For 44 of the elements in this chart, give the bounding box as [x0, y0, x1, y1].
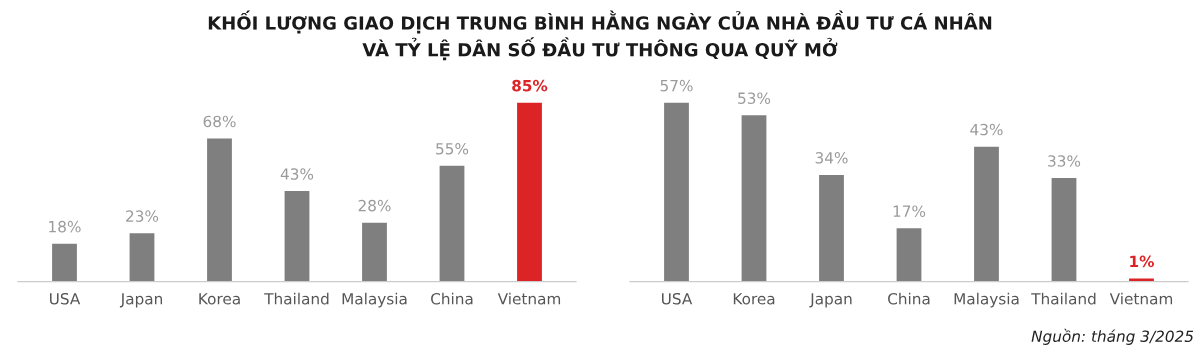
bar: [439, 165, 465, 282]
bar: [517, 102, 542, 282]
data-label: 23%: [126, 210, 159, 222]
text: Nguồn: tháng 3/2025: [1031, 328, 1194, 345]
bar: [1051, 178, 1077, 282]
bar: [362, 222, 387, 282]
data-label: 1%: [1130, 255, 1154, 268]
bar: [52, 243, 77, 282]
bar: [741, 115, 767, 282]
x-tick-label: Malaysia: [342, 292, 407, 308]
bar: [896, 228, 922, 282]
data-label: 85%: [512, 79, 548, 92]
x-tick-label: Japan: [119, 293, 163, 308]
bar: [284, 191, 310, 282]
bar: [819, 174, 844, 282]
data-label: 28%: [358, 199, 391, 212]
data-label: 53%: [738, 92, 771, 104]
bar: [129, 233, 155, 282]
data-label: 68%: [203, 115, 236, 128]
x-tick-label: USA: [50, 292, 81, 305]
bar: [1129, 278, 1154, 282]
x-tick-label: Japan: [809, 293, 852, 308]
data-label: 43%: [280, 168, 314, 180]
x-tick-label: Thailand: [1031, 292, 1096, 305]
chart-title: KHỐI LƯỢNG GIAO DỊCH TRUNG BÌNH HẰNG NGÀY CỦA NHÀ ĐẦU TƯ CÁ NHÂN VÀ TỶ LỆ DÂN SỐ ĐẦU TƯ THÔNG QUA QUỸ MỞ: [208, 10, 992, 61]
x-tick-label: USA: [662, 292, 693, 305]
x-tick-label: Korea: [733, 293, 775, 305]
bar: [207, 138, 232, 282]
x-tick-label: China: [888, 292, 930, 305]
data-label: 43%: [970, 123, 1003, 136]
x-tick-label: Vietnam: [497, 292, 561, 305]
data-label: 57%: [660, 79, 693, 92]
x-tick-label: Thailand: [264, 292, 329, 305]
data-label: 17%: [893, 205, 926, 217]
bar: [664, 102, 689, 282]
data-label: 18%: [49, 220, 81, 233]
x-tick-label: Korea: [199, 293, 240, 305]
data-label: 34%: [815, 152, 848, 164]
x-tick-label: Malaysia: [954, 292, 1019, 308]
data-label: 55%: [436, 143, 469, 155]
data-label: 33%: [1048, 155, 1081, 167]
bar: [974, 146, 999, 282]
x-tick-label: Vietnam: [1109, 292, 1173, 305]
x-tick-label: China: [431, 292, 473, 305]
